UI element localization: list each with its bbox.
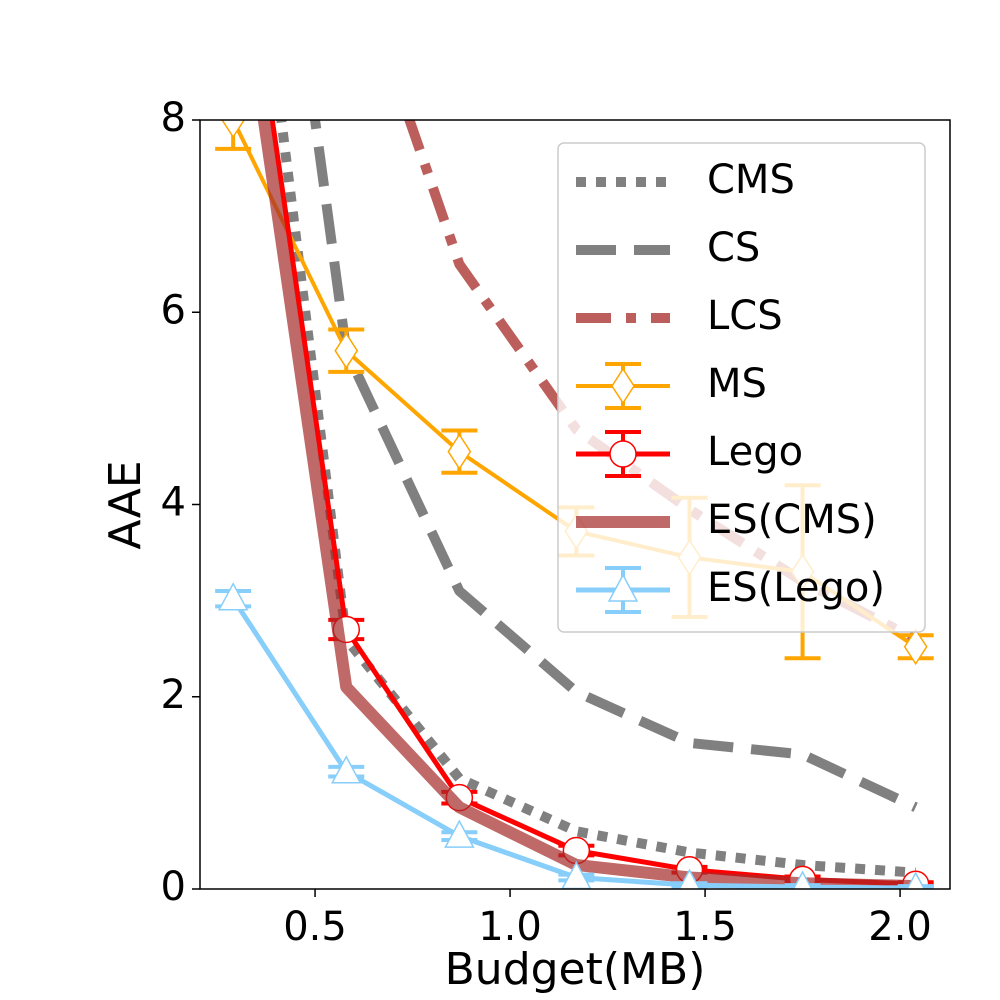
x-tick-label: 0.5 [283,904,347,950]
x-axis-label: Budget(MB) [445,944,706,995]
legend-label: ES(CMS) [707,497,877,543]
marker [906,871,926,889]
x-tick-label: 1.5 [673,904,737,950]
marker [678,868,701,889]
legend-label: CMS [707,157,795,203]
legend-box [557,142,926,633]
x-tick-label: 1.0 [478,904,542,950]
legend-label: Lego [707,429,803,475]
legend-label: ES(Lego) [707,565,885,611]
plot-frame [199,119,951,890]
legend-label: MS [707,361,767,407]
y-axis-label: AAE [100,460,151,549]
marker [792,870,813,889]
marker [447,433,472,471]
legend-label: LCS [707,293,783,339]
marker [334,332,359,370]
y-tick-label: 4 [161,480,186,526]
y-tick-label: 8 [161,95,186,141]
y-tick-label: 2 [161,672,186,718]
y-tick-label: 0 [161,864,186,910]
legend-marker [609,440,637,468]
marker [221,120,246,139]
marker [331,755,362,784]
legend-label: CS [707,225,760,271]
marker [217,582,249,611]
marker [903,628,928,666]
legend-marker [607,573,639,602]
legend-marker [611,367,635,405]
series-line [276,120,917,878]
x-tick-label: 2.0 [868,904,932,950]
y-tick-label: 6 [161,287,186,333]
marker [444,819,475,848]
